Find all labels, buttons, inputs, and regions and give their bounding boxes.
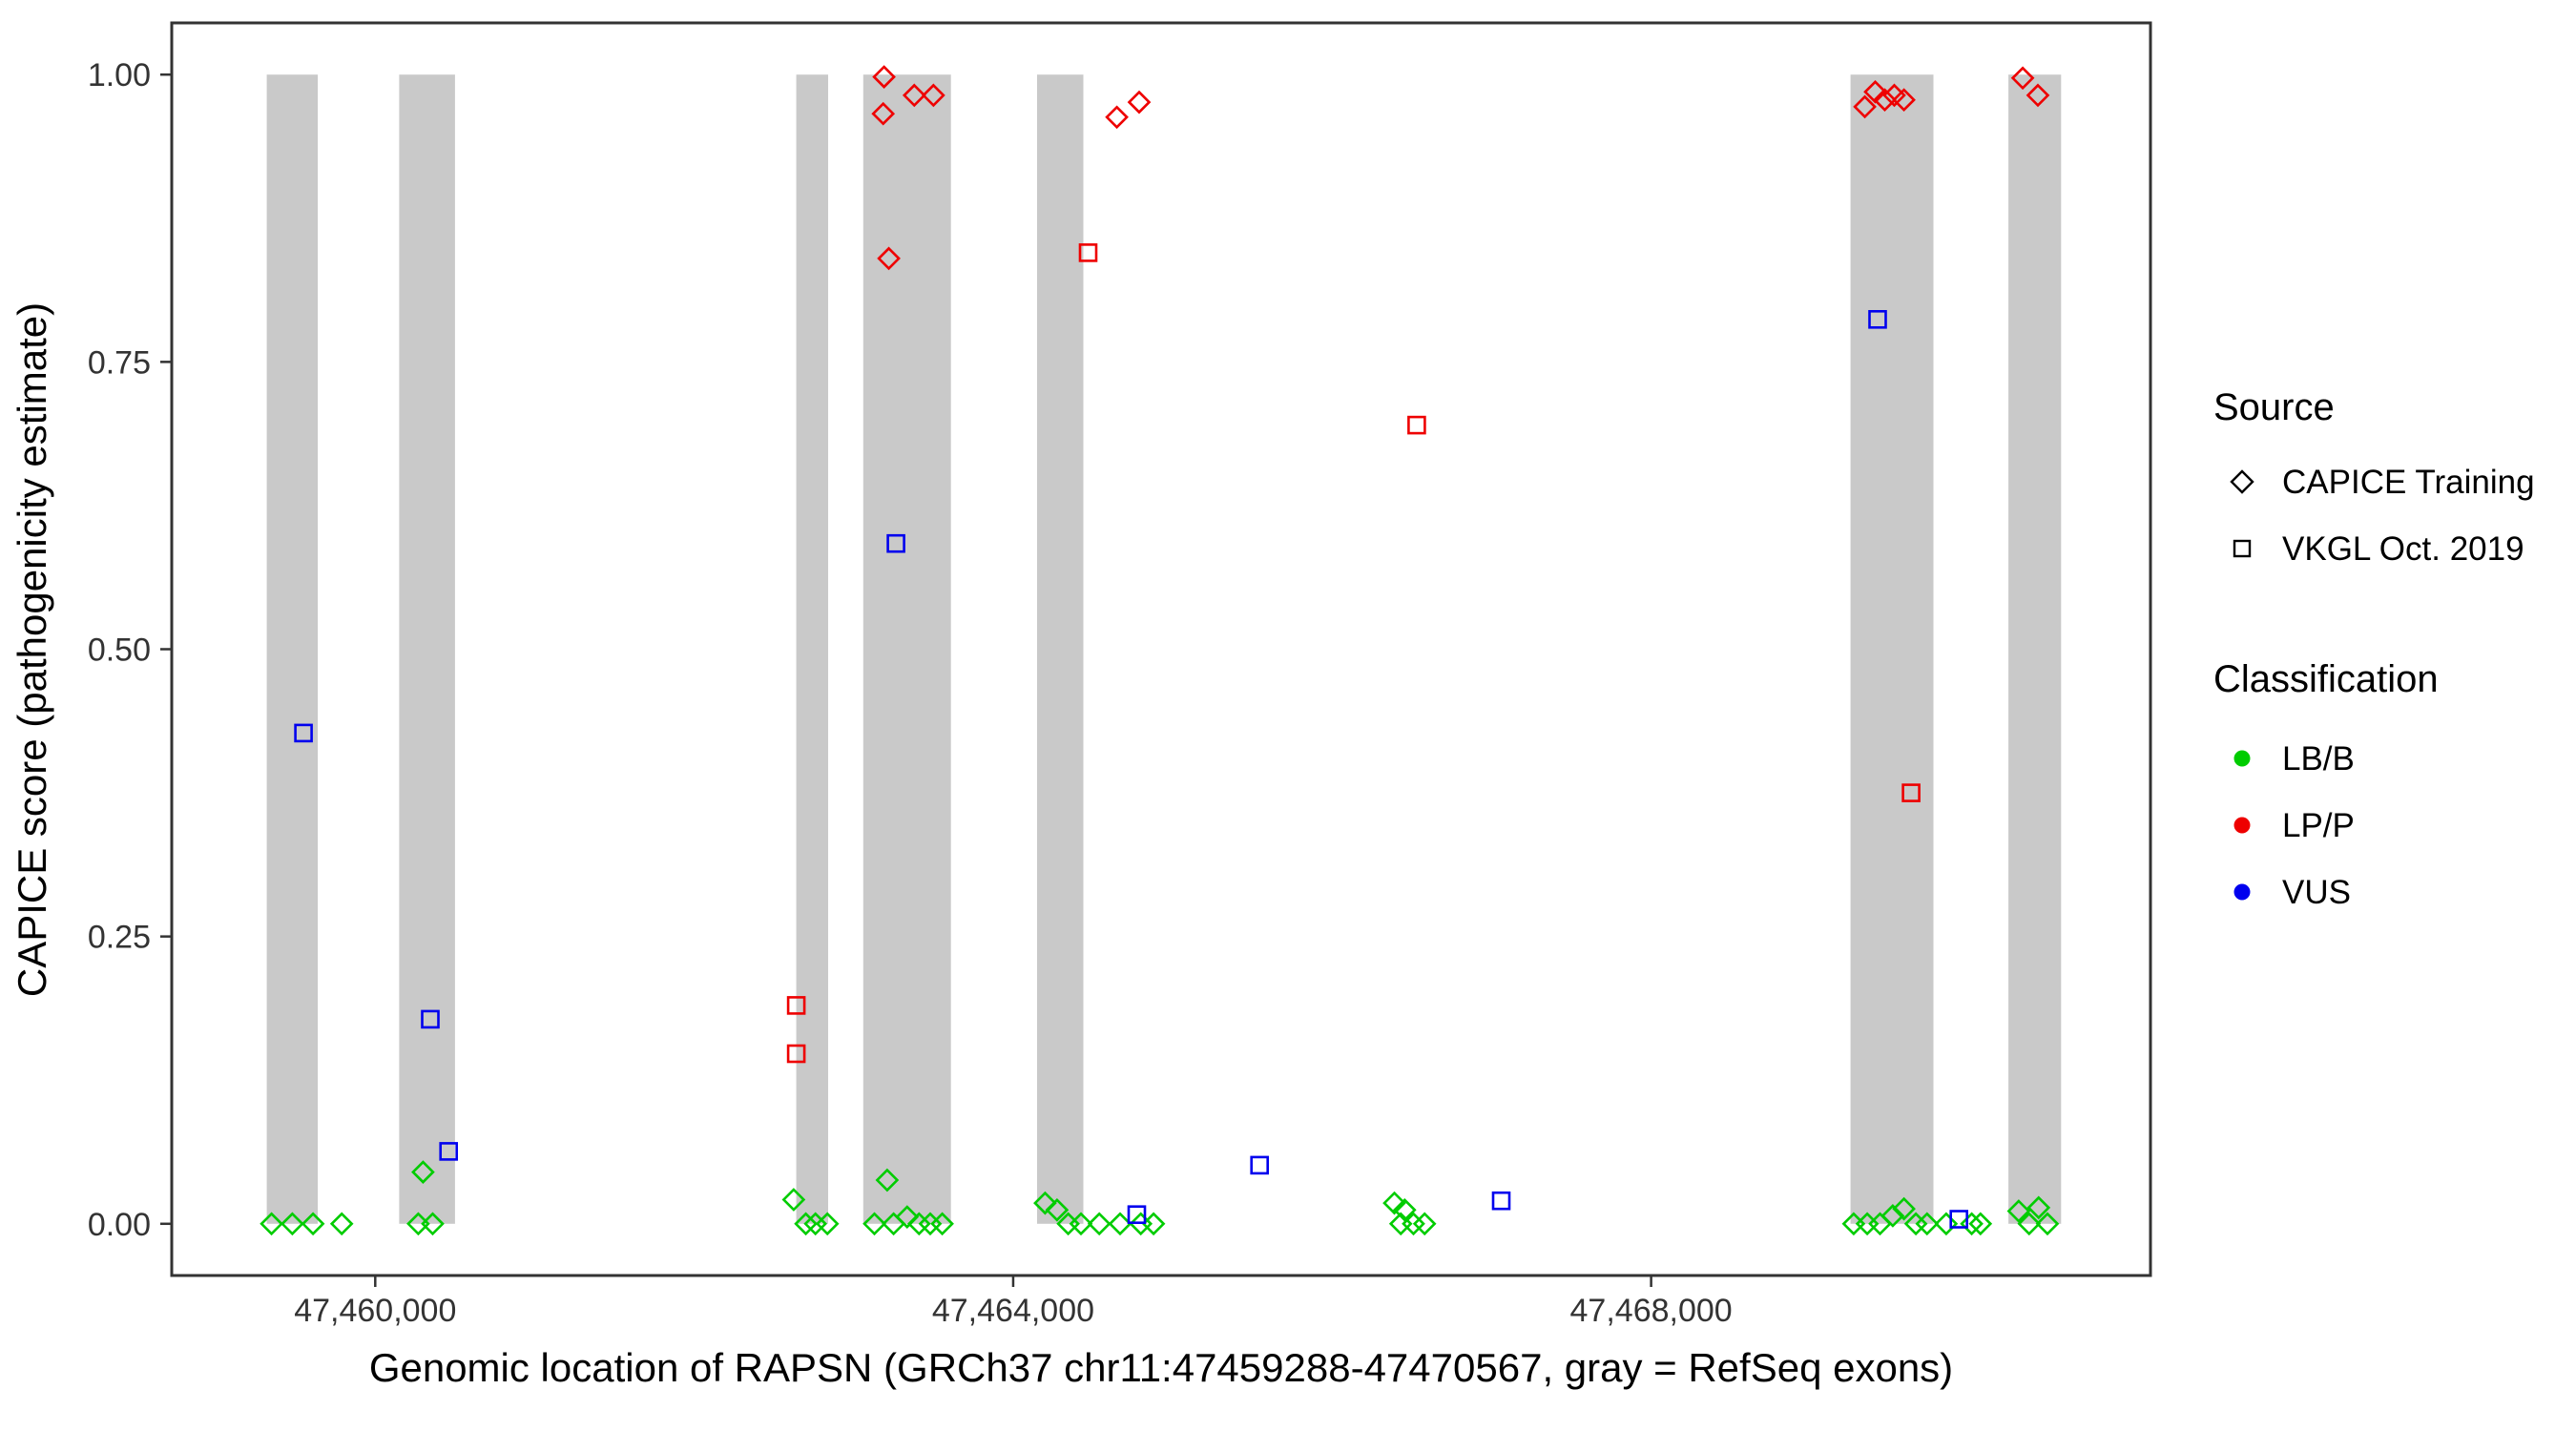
data-point-diamond [1903, 1212, 1928, 1236]
data-point-diamond [1069, 1212, 1093, 1236]
axis-ticks-layer: 47,460,000 47,464,000 47,468,000 0.00 0.25 0.… [88, 57, 1733, 1329]
legend: Source CAPICE Training VKGL Oct. 2019 Cl… [2213, 386, 2535, 911]
data-point-diamond [1880, 1204, 1905, 1228]
data-point-square [421, 1009, 440, 1029]
data-point-square [786, 996, 806, 1015]
data-point-diamond [1873, 88, 1897, 113]
exon-bar [266, 74, 319, 1224]
data-point-diamond [877, 246, 901, 271]
y-axis-title: CAPICE score (pathogenicity estimate) [10, 302, 54, 997]
data-point-diamond [1892, 88, 1916, 113]
y-tick-label: 0.75 [88, 344, 151, 381]
data-point-diamond [781, 1188, 806, 1212]
data-point-diamond [1105, 105, 1129, 130]
exon-bar [862, 74, 951, 1224]
data-point-square [1407, 415, 1426, 435]
x-axis-title: Genomic location of RAPSN (GRCh37 chr11:… [369, 1345, 1953, 1390]
data-point-square [439, 1142, 459, 1161]
data-point-diamond [1934, 1212, 1959, 1236]
data-point-diamond [1033, 1191, 1057, 1215]
data-point-square [886, 533, 905, 553]
data-point-diamond [875, 1168, 900, 1192]
data-point-diamond [280, 1212, 304, 1236]
data-point-diamond [301, 1212, 325, 1236]
data-point-diamond [1853, 94, 1877, 119]
y-tick-label: 0.25 [88, 920, 151, 956]
y-tick-label: 1.00 [88, 57, 151, 93]
legend-classification-item-vus: VUS [2282, 874, 2351, 911]
y-tick-label: 0.50 [88, 633, 151, 669]
data-point-square [294, 723, 313, 743]
data-point-diamond [794, 1212, 818, 1236]
data-point-diamond [902, 83, 926, 108]
x-tick-label: 47,468,000 [1570, 1293, 1733, 1329]
data-point-diamond [329, 1212, 354, 1236]
legend-source-title: Source [2213, 386, 2335, 428]
legend-classification-item-lpp: LP/P [2282, 807, 2355, 844]
data-point-square [1250, 1155, 1269, 1175]
data-point-diamond [1402, 1212, 1425, 1236]
data-point-diamond [1960, 1212, 1984, 1236]
data-point-diamond [930, 1212, 954, 1236]
data-point-square [786, 1044, 806, 1064]
x-tick-label: 47,460,000 [294, 1293, 456, 1329]
data-point-diamond [815, 1212, 840, 1236]
exon-bar [399, 74, 455, 1224]
data-point-diamond [895, 1205, 920, 1229]
lpp-color-dot-icon [2233, 817, 2251, 834]
data-point-diamond [1412, 1212, 1437, 1236]
data-point-diamond [872, 65, 896, 89]
panel-border [170, 21, 2152, 1277]
data-point-square [1868, 309, 1887, 329]
data-point-diamond [2025, 83, 2050, 108]
data-point-diamond [1968, 1212, 1993, 1236]
data-point-diamond [871, 101, 896, 126]
data-point-square [1127, 1205, 1147, 1224]
data-point-square [1078, 243, 1098, 262]
data-point-diamond [1892, 1196, 1916, 1221]
legend-source-item-vkgl: VKGL Oct. 2019 [2282, 530, 2524, 568]
data-point-diamond [906, 1212, 931, 1236]
exon-bars-layer [266, 74, 2062, 1224]
lbb-color-dot-icon [2233, 750, 2251, 767]
data-point-diamond [421, 1212, 445, 1236]
data-point-diamond [2010, 66, 2035, 91]
data-point-diamond [411, 1160, 435, 1184]
exon-bar [1037, 74, 1084, 1224]
data-point-square [1901, 783, 1921, 802]
data-point-diamond [2006, 1199, 2031, 1223]
legend-classification-item-lbb: LB/B [2282, 740, 2355, 778]
legend-classification-title: Classification [2213, 658, 2439, 700]
data-point-diamond [1108, 1212, 1132, 1236]
data-point-diamond [1127, 90, 1152, 114]
legend-source-item-capice-training: CAPICE Training [2282, 464, 2535, 501]
data-point-diamond [922, 83, 945, 108]
exon-bar [2008, 74, 2062, 1224]
x-tick-label: 47,464,000 [932, 1293, 1094, 1329]
data-point-diamond [1392, 1197, 1417, 1222]
data-point-diamond [2035, 1212, 2060, 1236]
y-tick-label: 0.00 [88, 1207, 151, 1243]
data-point-diamond [1915, 1212, 1940, 1236]
data-point-diamond [1045, 1197, 1070, 1222]
data-point-square [1491, 1191, 1511, 1211]
data-point-diamond [2026, 1195, 2051, 1220]
data-point-diamond [2017, 1212, 2042, 1236]
vkgl-square-icon [2233, 539, 2252, 558]
exon-bar [796, 74, 828, 1224]
data-point-diamond [1382, 1191, 1406, 1215]
data-point-diamond [1087, 1212, 1111, 1236]
vus-color-dot-icon [2233, 883, 2251, 901]
data-point-diamond [862, 1212, 886, 1236]
data-points-layer [260, 65, 2060, 1236]
data-point-square [1949, 1210, 1968, 1229]
data-point-diamond [1141, 1212, 1166, 1236]
data-point-diamond [260, 1212, 283, 1236]
exon-bar [1850, 74, 1934, 1224]
capice-training-diamond-icon [2230, 469, 2254, 494]
